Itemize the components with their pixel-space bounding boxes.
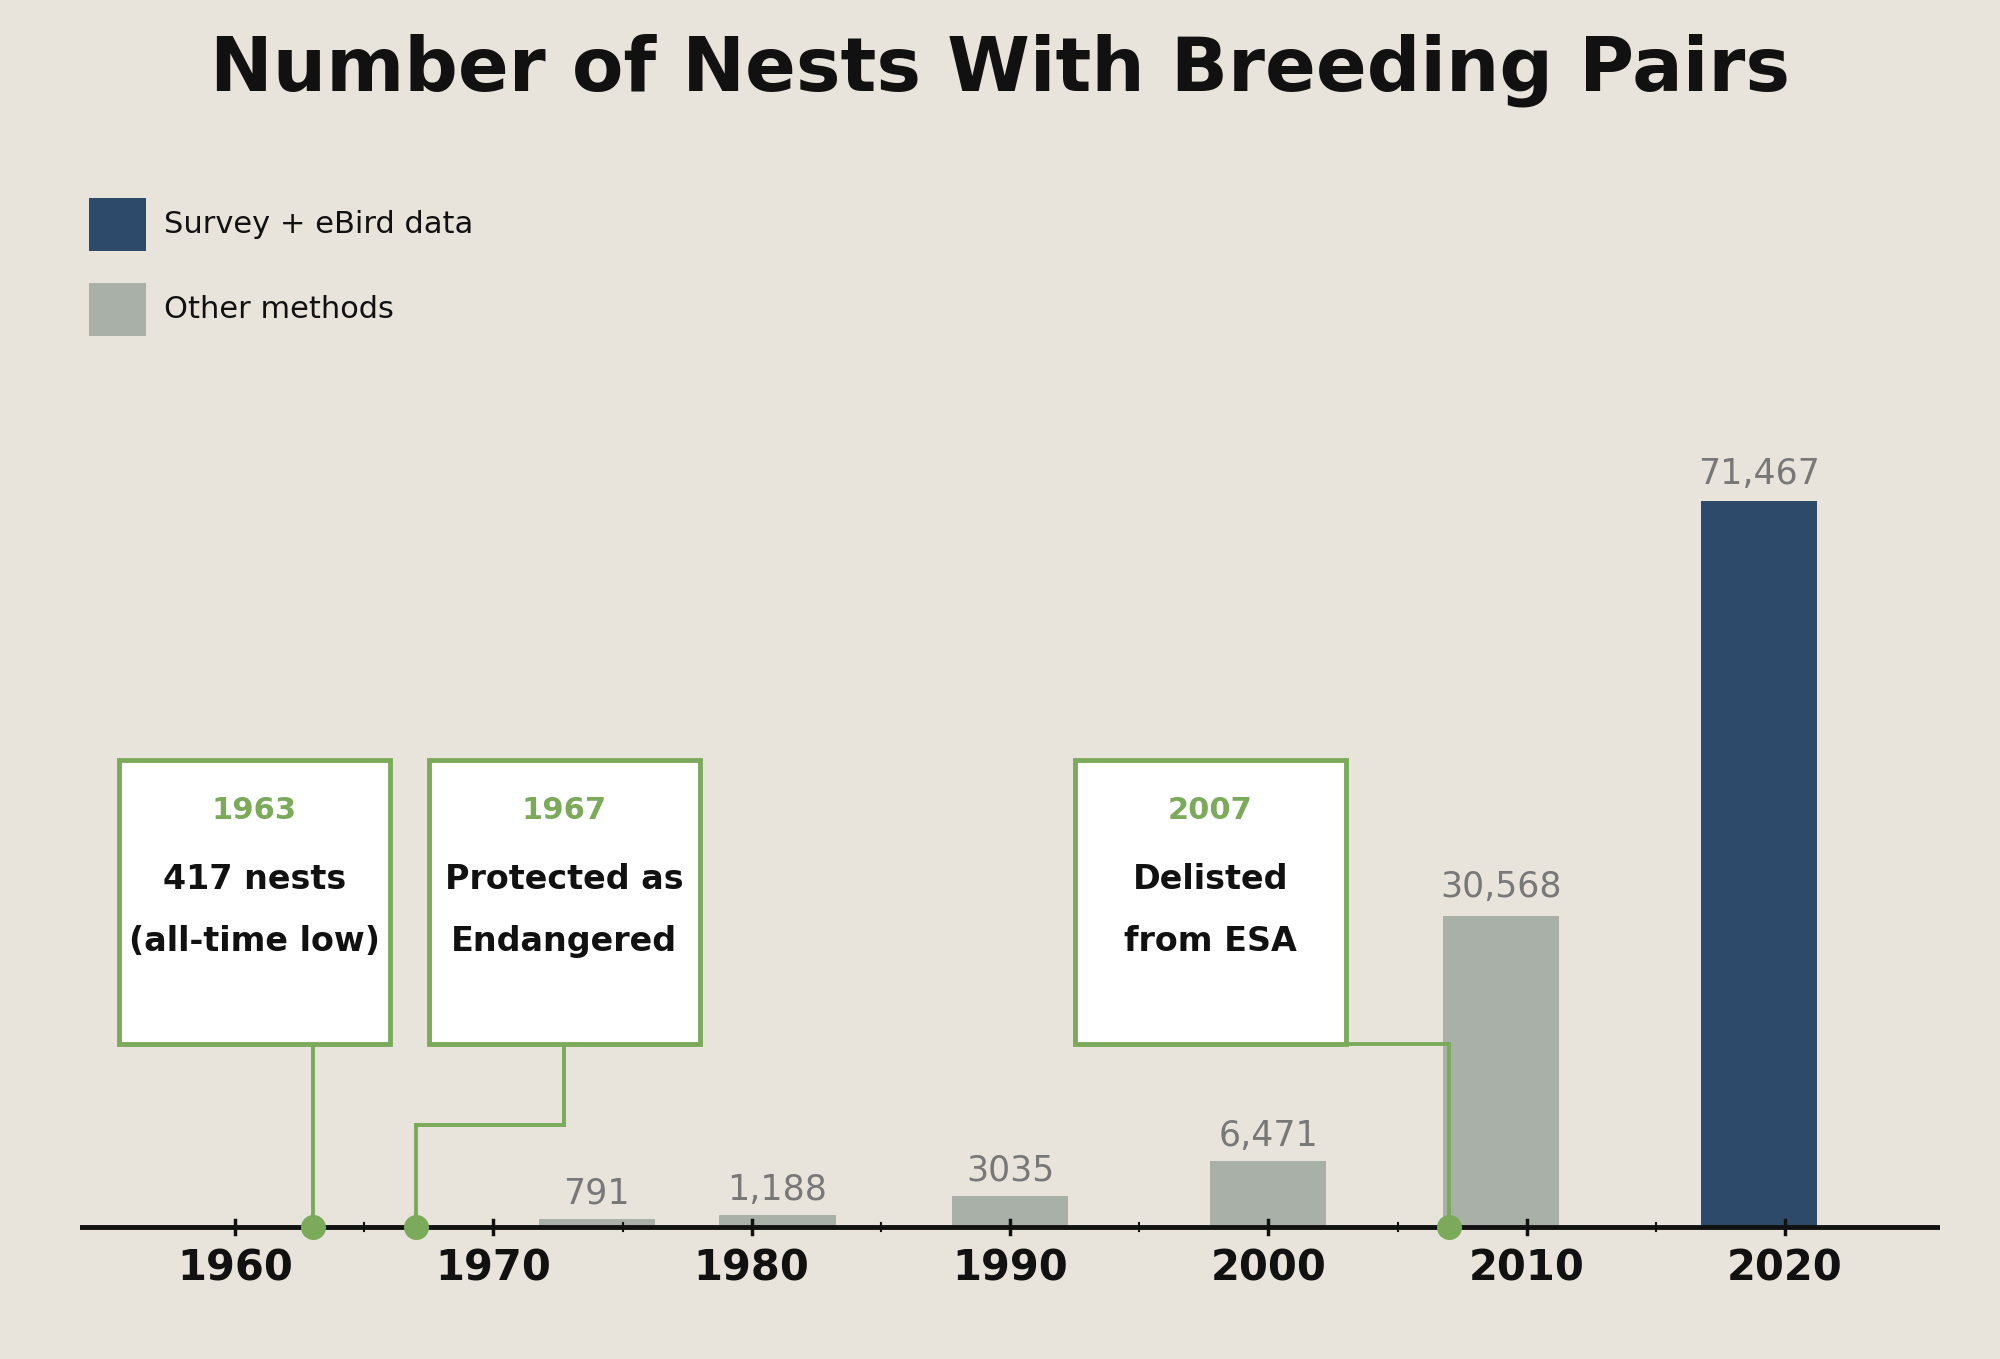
Text: 30,568: 30,568 — [1440, 870, 1562, 904]
Text: 1,188: 1,188 — [728, 1173, 828, 1207]
Text: Other methods: Other methods — [164, 295, 394, 323]
Text: 791: 791 — [564, 1177, 630, 1211]
FancyBboxPatch shape — [1074, 760, 1346, 1044]
Bar — [538, 1219, 654, 1227]
Text: 1963: 1963 — [212, 796, 296, 825]
Text: Survey + eBird data: Survey + eBird data — [164, 209, 472, 239]
Text: 1970: 1970 — [436, 1248, 552, 1288]
Text: 2020: 2020 — [1728, 1248, 1842, 1288]
Text: 3035: 3035 — [966, 1154, 1054, 1188]
Text: Number of Nests With Breeding Pairs: Number of Nests With Breeding Pairs — [210, 34, 1790, 107]
Text: 1967: 1967 — [522, 796, 606, 825]
Text: 1960: 1960 — [178, 1248, 292, 1288]
Bar — [88, 198, 146, 251]
Bar — [1702, 501, 1818, 1227]
Text: from ESA: from ESA — [1124, 925, 1296, 958]
Text: (all-time low): (all-time low) — [128, 925, 380, 958]
FancyBboxPatch shape — [118, 760, 390, 1044]
Text: 71,467: 71,467 — [1698, 457, 1820, 491]
Bar — [1442, 916, 1558, 1227]
Text: 2000: 2000 — [1210, 1248, 1326, 1288]
Text: Protected as: Protected as — [446, 863, 684, 896]
Text: Endangered: Endangered — [452, 925, 678, 958]
Bar — [88, 283, 146, 336]
FancyBboxPatch shape — [428, 760, 700, 1044]
Text: 1980: 1980 — [694, 1248, 810, 1288]
Bar — [952, 1196, 1068, 1227]
Text: 1990: 1990 — [952, 1248, 1068, 1288]
Text: Delisted: Delisted — [1132, 863, 1288, 896]
Text: 2010: 2010 — [1468, 1248, 1584, 1288]
Text: 2007: 2007 — [1168, 796, 1252, 825]
Text: 6,471: 6,471 — [1218, 1118, 1318, 1152]
Text: 417 nests: 417 nests — [162, 863, 346, 896]
Bar — [720, 1215, 836, 1227]
Bar — [1210, 1161, 1326, 1227]
